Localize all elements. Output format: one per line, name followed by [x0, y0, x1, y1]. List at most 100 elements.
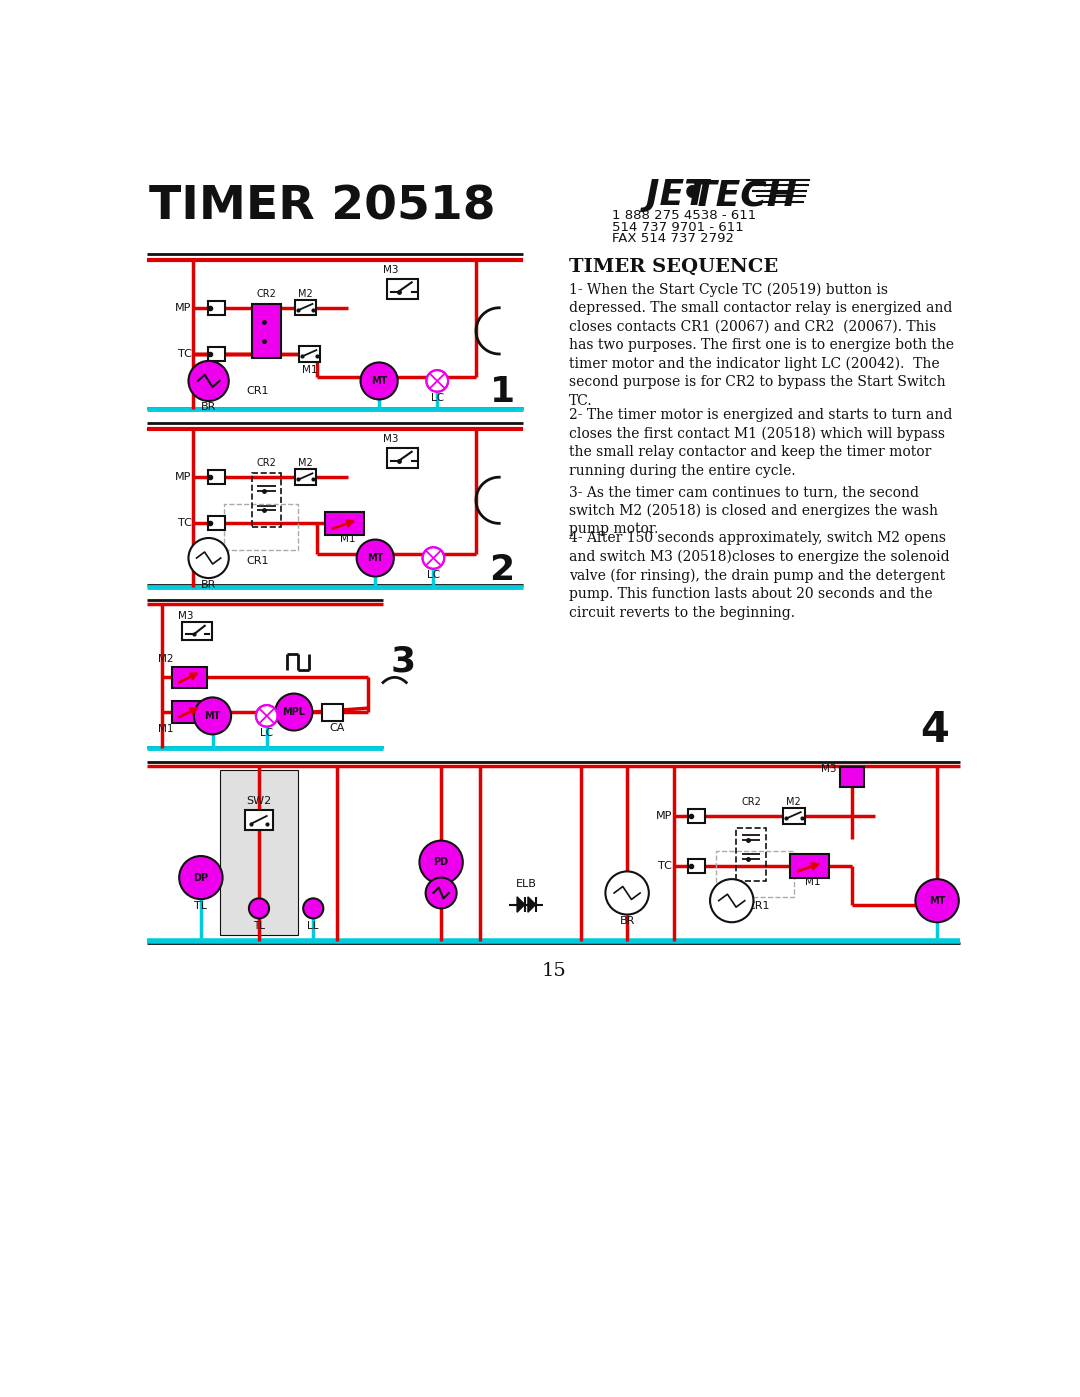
- Text: MPL: MPL: [282, 707, 306, 717]
- Text: DP: DP: [193, 873, 208, 883]
- Text: M3: M3: [821, 764, 836, 774]
- Circle shape: [356, 539, 394, 577]
- Text: CR2: CR2: [741, 796, 761, 806]
- Circle shape: [427, 370, 448, 391]
- Text: LC: LC: [260, 728, 273, 738]
- Text: 15: 15: [541, 963, 566, 981]
- Text: BR: BR: [620, 916, 635, 926]
- Text: JET: JET: [647, 179, 710, 212]
- Text: M2: M2: [298, 289, 313, 299]
- Bar: [688, 859, 705, 873]
- Text: M1: M1: [806, 877, 821, 887]
- Bar: [207, 471, 225, 485]
- Polygon shape: [517, 897, 525, 912]
- Bar: [322, 704, 343, 721]
- Bar: [688, 809, 705, 823]
- Text: CR2: CR2: [257, 458, 276, 468]
- Text: 4: 4: [920, 708, 948, 750]
- Text: PD: PD: [433, 858, 448, 868]
- Text: TL: TL: [253, 921, 265, 930]
- Polygon shape: [528, 897, 536, 912]
- Text: SW2: SW2: [246, 796, 272, 806]
- Circle shape: [179, 856, 222, 900]
- Bar: [252, 474, 282, 527]
- Text: BR: BR: [201, 580, 216, 590]
- Bar: [252, 305, 282, 358]
- Bar: [207, 346, 225, 360]
- Text: M1: M1: [340, 534, 356, 545]
- Bar: [295, 300, 316, 316]
- Text: TECH: TECH: [691, 179, 797, 212]
- Text: 514 737 9701 - 611: 514 737 9701 - 611: [611, 221, 743, 233]
- Circle shape: [916, 879, 959, 922]
- Circle shape: [426, 877, 457, 908]
- Text: MP: MP: [656, 812, 672, 821]
- Text: LC: LC: [431, 393, 444, 404]
- Bar: [387, 448, 418, 468]
- Text: M2: M2: [159, 654, 174, 664]
- Circle shape: [419, 841, 463, 884]
- Bar: [245, 810, 273, 830]
- Text: M3: M3: [383, 434, 399, 444]
- Circle shape: [275, 693, 312, 731]
- Text: CR1: CR1: [246, 387, 269, 397]
- Circle shape: [361, 362, 397, 400]
- Text: LL: LL: [308, 921, 319, 930]
- Text: MT: MT: [204, 711, 220, 721]
- Bar: [737, 827, 766, 882]
- Text: 3- As the timer cam continues to turn, the second
switch M2 (20518) is closed an: 3- As the timer cam continues to turn, t…: [569, 485, 939, 536]
- Bar: [172, 666, 206, 689]
- Text: ELB: ELB: [516, 879, 537, 888]
- Bar: [220, 770, 298, 936]
- Bar: [295, 469, 316, 485]
- Bar: [172, 701, 206, 722]
- Text: 1- When the Start Cycle TC (20519) button is
depressed. The small contactor rela: 1- When the Start Cycle TC (20519) butto…: [569, 282, 954, 408]
- Text: TIMER SEQUENCE: TIMER SEQUENCE: [569, 257, 779, 275]
- Circle shape: [189, 360, 229, 401]
- Text: 2: 2: [489, 553, 515, 587]
- Bar: [298, 346, 321, 362]
- Text: MP: MP: [175, 303, 191, 313]
- Circle shape: [303, 898, 323, 918]
- Text: LC: LC: [427, 570, 440, 580]
- Text: TL: TL: [194, 901, 207, 911]
- Text: 4- After 150 seconds approximately, switch M2 opens
and switch M3 (20518)closes : 4- After 150 seconds approximately, swit…: [569, 531, 949, 620]
- Bar: [387, 278, 418, 299]
- Text: M1: M1: [159, 725, 174, 735]
- Text: MT: MT: [370, 376, 388, 386]
- Text: 1: 1: [489, 376, 515, 409]
- Text: M3: M3: [177, 610, 193, 622]
- Circle shape: [194, 697, 231, 735]
- Bar: [325, 511, 364, 535]
- Text: FAX 514 737 2792: FAX 514 737 2792: [611, 232, 733, 246]
- Text: TC: TC: [178, 518, 191, 528]
- Text: CR2: CR2: [257, 289, 276, 299]
- Bar: [789, 855, 828, 877]
- Text: M2: M2: [298, 458, 313, 468]
- Bar: [183, 622, 212, 640]
- Text: MT: MT: [929, 895, 945, 905]
- Bar: [783, 809, 805, 824]
- Text: BR: BR: [201, 402, 216, 412]
- Circle shape: [256, 705, 278, 726]
- Text: 2- The timer motor is energized and starts to turn and
closes the first contact : 2- The timer motor is energized and star…: [569, 408, 953, 478]
- Text: TC: TC: [658, 861, 672, 872]
- Text: CR1: CR1: [747, 901, 770, 911]
- Circle shape: [710, 879, 754, 922]
- Circle shape: [606, 872, 649, 915]
- Circle shape: [422, 548, 444, 569]
- Circle shape: [189, 538, 229, 578]
- Text: MT: MT: [367, 553, 383, 563]
- Bar: [225, 504, 298, 550]
- Text: M2: M2: [786, 796, 801, 806]
- Text: 1 888 275 4538 - 611: 1 888 275 4538 - 611: [611, 210, 756, 222]
- Bar: [207, 517, 225, 531]
- Text: •: •: [680, 179, 704, 212]
- Text: CR1: CR1: [246, 556, 269, 566]
- Circle shape: [248, 898, 269, 918]
- Text: M1: M1: [301, 365, 318, 374]
- Text: M3: M3: [383, 264, 399, 275]
- Bar: [716, 851, 794, 897]
- Text: MP: MP: [175, 472, 191, 482]
- Bar: [207, 300, 225, 314]
